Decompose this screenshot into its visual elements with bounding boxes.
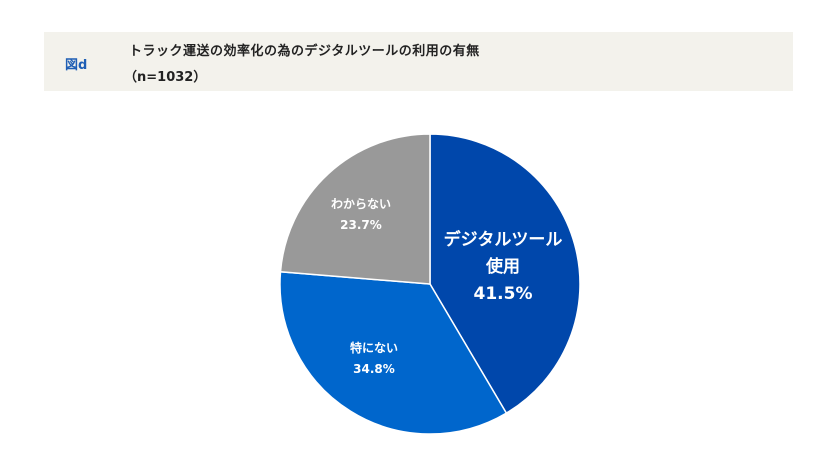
slice-label-value: 34.8% [353, 362, 395, 376]
figure-label: 図d [65, 58, 88, 73]
chart-subtitle: （n=1032） [124, 70, 207, 85]
slice-label-value: 41.5% [474, 284, 533, 304]
slice-label-name: 特にない [350, 340, 398, 355]
pie-slice [279, 133, 431, 285]
pie-slices [279, 133, 581, 435]
pie-slice [429, 133, 581, 415]
slice-label-unknown: わからない 23.7% [331, 197, 391, 232]
slice-label-name-line2: 使用 [485, 256, 520, 277]
slice-label-value: 23.7% [340, 218, 382, 232]
chart-title: トラック運送の効率化の為のデジタルツールの利用の有無 [129, 44, 480, 59]
figure-header: 図d トラック運送の効率化の為のデジタルツールの利用の有無 （n=1032） [44, 32, 793, 91]
slice-label-digital-tool: デジタルツール 使用 41.5% [444, 229, 563, 304]
slice-label-name: わからない [331, 197, 391, 211]
slice-label-name: デジタルツール [444, 229, 563, 250]
pie-slice [279, 270, 508, 435]
slice-label-nothing: 特にない 34.8% [350, 340, 398, 376]
